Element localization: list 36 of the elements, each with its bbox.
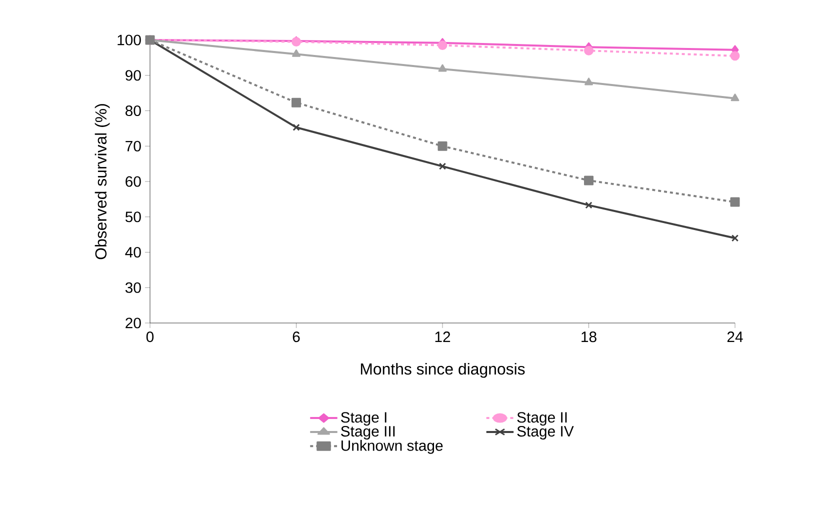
y-tick-label: 90 xyxy=(126,70,141,81)
point xyxy=(730,197,740,207)
y-tick-label: 100 xyxy=(118,34,141,46)
y-tick-label: 50 xyxy=(125,212,141,222)
y-tick-label: 60 xyxy=(126,176,141,187)
point xyxy=(584,46,594,56)
legend-label: Stage IV xyxy=(517,426,574,440)
point xyxy=(438,162,446,170)
x-tick-label: 6 xyxy=(292,332,300,342)
legend-label: Stage II xyxy=(517,412,567,426)
x-tick-label: 18 xyxy=(582,332,596,342)
y-tick-label: 80 xyxy=(126,105,141,116)
legend-label: Stage III xyxy=(341,426,395,440)
point xyxy=(731,234,739,242)
x-tick-label: 24 xyxy=(727,332,743,342)
point xyxy=(438,64,447,72)
point xyxy=(730,51,740,61)
y-tick-label: 70 xyxy=(126,140,141,152)
y-tick-label: 20 xyxy=(126,318,141,328)
y-axis-title: Observed survival (%) xyxy=(94,104,110,260)
y-tick-label: 30 xyxy=(125,282,141,293)
point xyxy=(584,78,593,86)
point xyxy=(584,176,594,186)
x-tick-label: 0 xyxy=(146,332,154,342)
point xyxy=(292,98,302,108)
x-tick-label: 12 xyxy=(435,332,450,342)
x-axis-title: Months since diagnosis xyxy=(360,362,525,378)
point xyxy=(292,49,300,57)
point xyxy=(585,202,592,209)
y-tick-label: 40 xyxy=(125,246,141,258)
point xyxy=(438,40,448,50)
legend-label: Stage I xyxy=(341,412,386,426)
legend-label: Unknown stage xyxy=(342,440,443,454)
point xyxy=(292,124,300,131)
point xyxy=(438,141,448,151)
point xyxy=(730,94,740,102)
